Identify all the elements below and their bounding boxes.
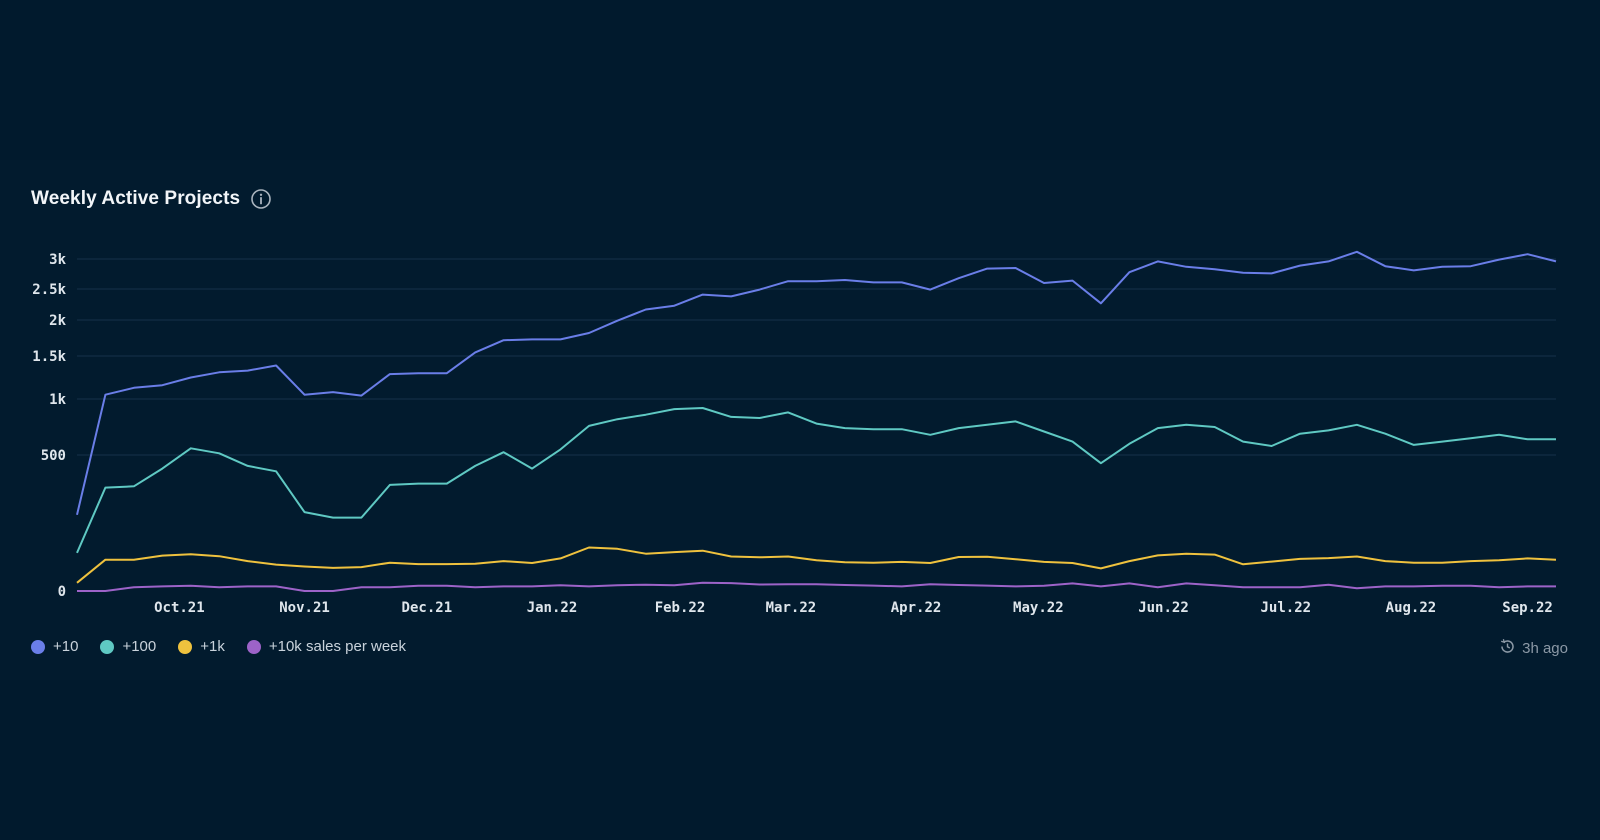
legend-item[interactable]: +100 (100, 638, 156, 655)
series-lines (76, 250, 1557, 592)
y-tick-label: 500 (41, 448, 66, 464)
chart-header: Weekly Active Projects (31, 188, 272, 210)
grid-lines (77, 258, 1556, 456)
info-icon[interactable] (250, 188, 272, 210)
x-tick-label: Jun.22 (1138, 600, 1189, 616)
x-tick-label: Feb.22 (655, 600, 706, 616)
x-tick-label: Jan.22 (527, 600, 578, 616)
y-tick-label: 0 (58, 584, 66, 600)
x-tick-label: May.22 (1013, 600, 1064, 616)
x-tick-label: Apr.22 (891, 600, 942, 616)
legend-label: +10 (53, 638, 79, 655)
x-tick-label: Nov.21 (279, 600, 330, 616)
series-line[interactable] (76, 546, 1557, 584)
x-tick-label: Aug.22 (1386, 600, 1437, 616)
legend-label: +1k (200, 638, 225, 655)
legend-dot-icon (31, 639, 45, 654)
legend-item[interactable]: +10k sales per week (246, 638, 407, 655)
x-tick-label: Sep.22 (1502, 600, 1553, 616)
y-tick-label: 2k (49, 313, 66, 329)
series-line[interactable] (76, 407, 1556, 554)
x-axis-ticks: Oct.21 Nov.21 Dec.21 Jan.22 Feb.22 Mar.22 Apr.… (154, 600, 1553, 616)
chart-title: Weekly Active Projects (31, 188, 241, 209)
updated-text: 3h ago (1522, 640, 1568, 657)
x-tick-label: Jul.22 (1261, 600, 1312, 616)
y-axis-ticks: 0 500 1k 1.5k 2k 2.5k 3k (32, 252, 66, 600)
series-line[interactable] (76, 250, 1557, 516)
refresh-clock-icon (1499, 638, 1516, 659)
legend-dot-icon (100, 639, 115, 654)
legend-item[interactable]: +10 (31, 638, 78, 655)
legend-label: +100 (122, 638, 157, 655)
chart-card (0, 160, 1600, 680)
x-tick-label: Mar.22 (766, 600, 817, 616)
y-tick-label: 2.5k (32, 282, 66, 298)
legend-dot-icon (246, 639, 261, 654)
last-updated: 3h ago (1499, 638, 1568, 659)
legend-label: +10k sales per week (268, 638, 407, 655)
y-tick-label: 1k (49, 392, 66, 408)
y-tick-label: 3k (49, 252, 66, 268)
x-tick-label: Dec.21 (402, 600, 453, 616)
legend: +10 +100 +1k +10k sales per week (31, 638, 406, 655)
legend-dot-icon (178, 639, 193, 654)
legend-item[interactable]: +1k (178, 638, 225, 655)
series-line[interactable] (77, 581, 1556, 592)
x-tick-label: Oct.21 (154, 600, 205, 616)
y-tick-label: 1.5k (32, 349, 66, 365)
